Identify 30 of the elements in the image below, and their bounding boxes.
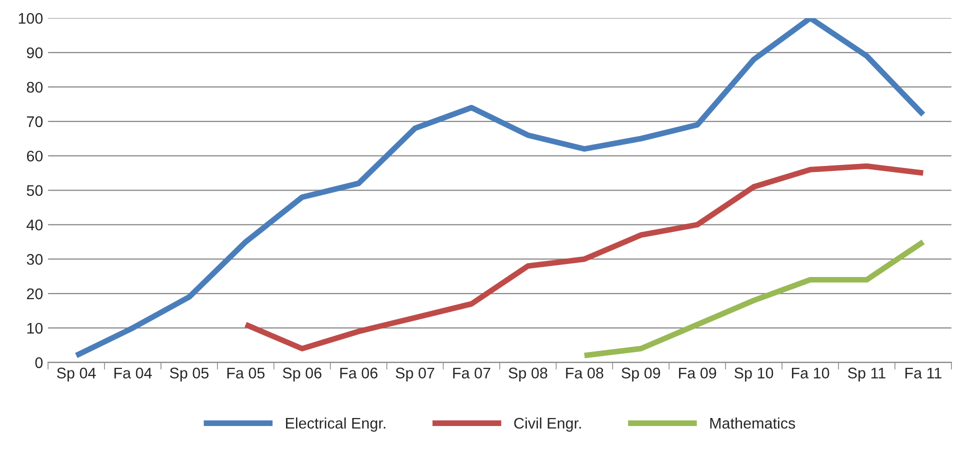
x-tick-label: Fa 06	[340, 368, 378, 378]
x-tick-label: Fa 07	[453, 368, 490, 378]
x-tick-label: Fa 10	[792, 368, 830, 378]
x-tick-label: Sp 07	[396, 368, 434, 382]
x-tick-label: Sp 10	[734, 368, 774, 382]
x-tick-label: Fa 05	[227, 368, 265, 378]
y-tick-label: 20	[26, 288, 43, 300]
y-tick-label: 50	[26, 185, 43, 196]
y-tick-label: 10	[27, 322, 43, 334]
y-tick-label: 90	[26, 47, 43, 58]
x-tick-label: Sp 08	[508, 368, 548, 382]
legend-label: Electrical Engr.	[286, 417, 386, 432]
y-tick-label: 40	[26, 220, 43, 230]
y-tick-label: 100	[18, 12, 43, 24]
x-tick-label: Fa 04	[114, 368, 152, 378]
y-tick-label: 70	[26, 116, 43, 128]
y-tick-label: 80	[26, 82, 43, 93]
y-tick-label: 30	[26, 254, 43, 265]
y-tick-label: 60	[26, 150, 43, 162]
x-tick-label: Fa 09	[679, 368, 716, 378]
y-tick-label: 0	[35, 357, 43, 368]
legend-label: Civil Engr.	[514, 417, 581, 432]
x-tick-label: Sp 06	[282, 368, 322, 382]
x-tick-label: Fa 11	[905, 368, 942, 378]
x-tick-label: Sp 11	[848, 368, 886, 382]
x-tick-label: Sp 05	[170, 368, 209, 382]
legend-label: Mathematics	[710, 417, 796, 429]
x-tick-label: Sp 04	[57, 368, 96, 382]
x-tick-label: Fa 08	[566, 368, 604, 378]
x-tick-label: Sp 09	[622, 368, 660, 382]
